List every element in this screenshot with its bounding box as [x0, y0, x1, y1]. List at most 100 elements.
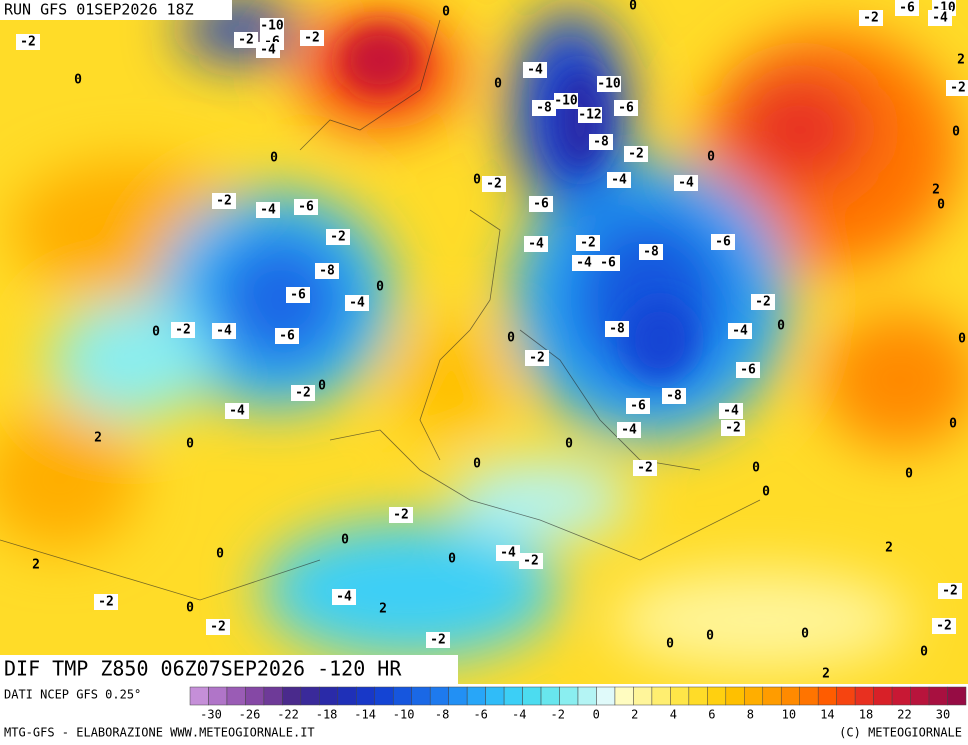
- contour-label: 0: [777, 319, 785, 334]
- contour-label: 0: [801, 627, 809, 642]
- contour-label: 0: [341, 533, 349, 548]
- contour-label-box: [607, 172, 631, 188]
- contour-label-box: [554, 93, 578, 109]
- colorbar-label: 30: [936, 708, 950, 722]
- contour-label: -2: [98, 595, 114, 610]
- contour-label-box: [291, 385, 315, 401]
- contour-label: 0: [376, 280, 384, 295]
- contour-label: 0: [507, 331, 515, 346]
- colorbar-swatch: [392, 686, 412, 706]
- contour-label: -4: [500, 546, 516, 561]
- colorbar-swatch: [725, 686, 745, 706]
- colorbar-swatch: [577, 686, 597, 706]
- colorbar-label: -10: [393, 708, 415, 722]
- colorbar-swatch: [614, 686, 634, 706]
- contour-label-box: [326, 229, 350, 245]
- contour-label-box: [482, 176, 506, 192]
- contour-label: -2: [725, 421, 741, 436]
- contour-label-box: [674, 175, 698, 191]
- contour-label-box: [932, 618, 956, 634]
- contour-label: -2: [950, 81, 966, 96]
- title-box: [0, 655, 458, 684]
- contour-label: -12: [578, 108, 601, 123]
- colorbar-label: 2: [631, 708, 638, 722]
- contour-label: -4: [732, 324, 748, 339]
- contour-label: -4: [621, 423, 637, 438]
- contour-label: -6: [618, 101, 634, 116]
- contour-label: -2: [210, 620, 226, 635]
- contour-label: -6: [715, 235, 731, 250]
- contour-label: 2: [822, 667, 830, 682]
- contour-label-box: [212, 323, 236, 339]
- colorbar-label: -2: [551, 708, 565, 722]
- contour-label-box: [626, 398, 650, 414]
- contour-label: -4: [229, 404, 245, 419]
- contour-label: 0: [152, 325, 160, 340]
- colorbar-swatch: [485, 686, 505, 706]
- contour-label-box: [256, 42, 280, 58]
- contour-label-box: [294, 199, 318, 215]
- contour-label: -10: [554, 94, 578, 109]
- contour-label-box: [859, 10, 883, 26]
- contour-label: -2: [393, 508, 409, 523]
- contour-label: -6: [533, 197, 549, 212]
- contour-label-box: [895, 0, 919, 16]
- contour-label: -4: [723, 404, 739, 419]
- contour-label: 0: [442, 5, 450, 20]
- contour-label: -10: [597, 77, 621, 92]
- copyright: (C) METEOGIORNALE: [839, 726, 962, 740]
- temperature-field: [0, 0, 968, 684]
- colorbar-swatch: [282, 686, 302, 706]
- colorbar-swatch: [910, 686, 930, 706]
- colorbar-swatch: [300, 686, 320, 706]
- contour-label: 2: [885, 541, 893, 556]
- colorbar-swatch: [263, 686, 283, 706]
- contour-label: -4: [349, 296, 365, 311]
- contour-label: -2: [295, 386, 311, 401]
- colorbar-swatch: [337, 686, 357, 706]
- contour-label-box: [597, 76, 621, 92]
- colorbar-label: -6: [473, 708, 487, 722]
- contour-label-box: [345, 295, 369, 311]
- contour-label-box: [529, 196, 553, 212]
- contour-label: -2: [216, 194, 232, 209]
- contour-label: -8: [536, 101, 552, 116]
- contour-label-box: [300, 30, 324, 46]
- colorbar-swatch: [744, 686, 764, 706]
- contour-label: 0: [666, 637, 674, 652]
- contour-label: -8: [666, 389, 682, 404]
- colorbar: -30 -26 -22 -18 -14 -10 -8 -6 -4 -2 0 2 4 6 8 10 14 18 22 3…: [189, 686, 967, 722]
- contour-label-box: [928, 10, 952, 26]
- contour-label: -6: [740, 363, 756, 378]
- colorbar-swatch: [319, 686, 339, 706]
- contour-label: -6: [630, 399, 646, 414]
- contour-label: 0: [186, 437, 194, 452]
- contour-label-box: [524, 236, 548, 252]
- contour-label: -2: [304, 31, 320, 46]
- contour-label-box: [946, 80, 968, 96]
- colorbar-label: -22: [277, 708, 299, 722]
- contour-label: 0: [762, 485, 770, 500]
- contour-label-box: [572, 255, 596, 271]
- contour-label-box: [286, 287, 310, 303]
- colorbar-swatch: [245, 686, 265, 706]
- contour-label: 2: [932, 183, 940, 198]
- run-box: [0, 0, 232, 20]
- run-label: RUN GFS 01SEP2026 18Z: [4, 1, 194, 19]
- colorbar-swatch: [799, 686, 819, 706]
- contour-label: -4: [576, 256, 592, 271]
- contour-label: -6: [600, 256, 616, 271]
- contour-label: 0: [920, 645, 928, 660]
- contour-label-box: [633, 460, 657, 476]
- contour-label: -2: [942, 584, 958, 599]
- contour-label: -4: [528, 237, 544, 252]
- contour-label: 0: [270, 151, 278, 166]
- contour-label-box: [728, 323, 752, 339]
- contour-label-box: [589, 134, 613, 150]
- contour-label-box: [711, 234, 735, 250]
- contour-label: -2: [755, 295, 771, 310]
- colorbar-swatch: [540, 686, 560, 706]
- contour-label: -6: [899, 1, 915, 16]
- contour-label: -2: [238, 33, 254, 48]
- colorbar-swatch: [208, 686, 228, 706]
